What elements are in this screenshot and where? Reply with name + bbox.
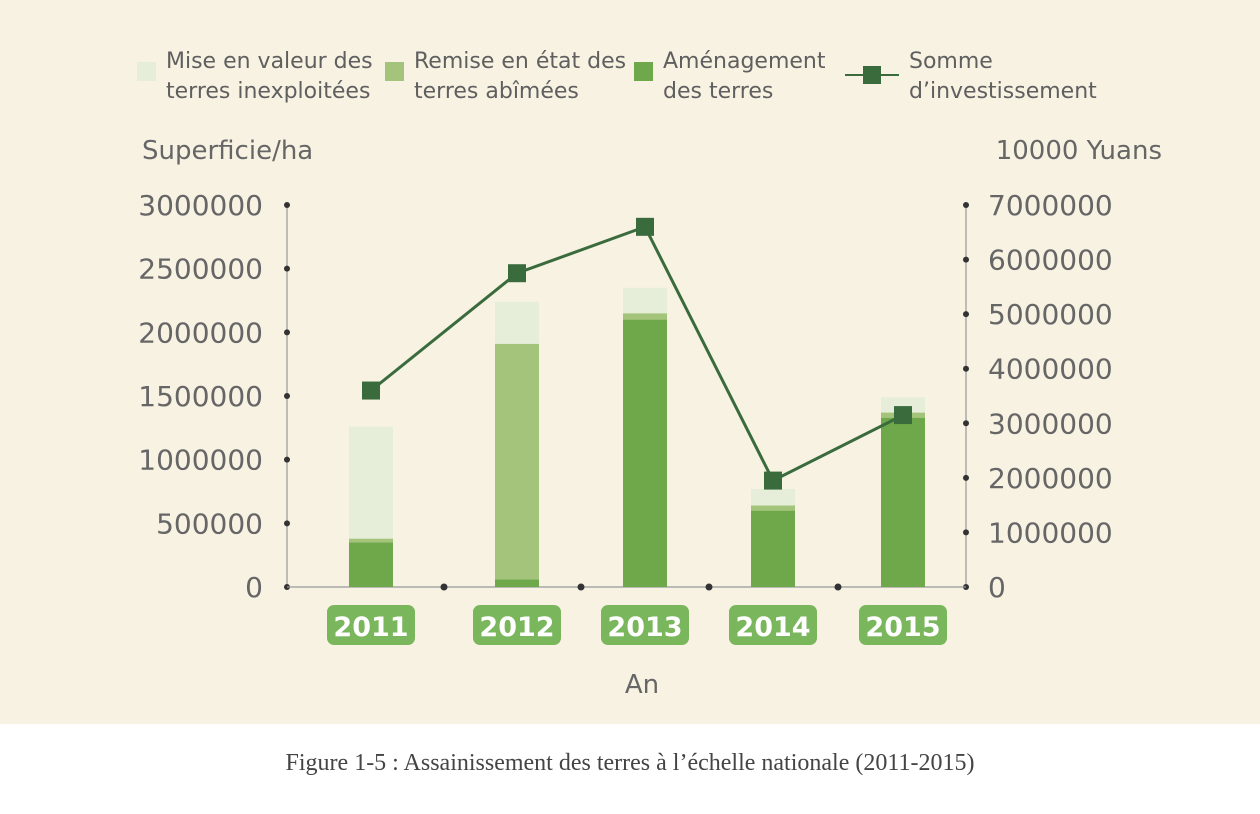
investment-marker-2013 <box>636 217 654 236</box>
year-badge <box>473 605 561 645</box>
year-label-2014: 2014 <box>735 612 810 643</box>
y-axis-right-tick-dot <box>963 202 969 208</box>
y-axis-left-tick-label: 500000 <box>156 507 263 540</box>
y-axis-right-tick-dot <box>963 311 969 318</box>
y-axis-right-tick-label: 5000000 <box>988 298 1113 331</box>
bar-remise_en_etat-2014 <box>751 505 795 511</box>
y-axis-right-tick-label: 2000000 <box>988 462 1113 495</box>
legend-label: des terres <box>663 79 773 104</box>
y-axis-left-tick-label: 2000000 <box>138 316 263 349</box>
bar-amenagement-2015 <box>881 417 925 587</box>
bar-remise_en_etat-2013 <box>623 313 667 320</box>
bar-remise_en_etat-2011 <box>349 538 393 543</box>
legend-swatch-amenagement <box>634 62 653 81</box>
y-axis-right-tick-dot <box>963 474 969 481</box>
y-axis-left-tick-label: 0 <box>245 571 263 604</box>
legend-label: d’investissement <box>909 79 1097 104</box>
y-axis-left-tick-dot <box>284 393 290 399</box>
bar-amenagement-2014 <box>751 510 795 587</box>
legend-label: terres inexploitées <box>166 79 370 104</box>
bar-mise_en_valeur-2013 <box>623 287 667 314</box>
x-axis-separator-dot <box>440 583 448 591</box>
investment-marker-2014 <box>764 471 782 490</box>
year-label-2013: 2013 <box>607 612 682 643</box>
year-badge <box>859 605 947 645</box>
y-axis-left-tick-dot <box>284 202 290 208</box>
bars <box>349 287 925 587</box>
chart-panel: Mise en valeur des terres inexploitées Rem… <box>0 0 1260 724</box>
legend-label: Mise en valeur des <box>166 49 373 74</box>
y-axis-left-tick-dot <box>284 456 290 463</box>
bar-remise_en_etat-2012 <box>495 343 539 580</box>
legend-swatch-mise_en_valeur <box>137 62 156 81</box>
figure-caption: Figure 1-5 : Assainissement des terres à… <box>285 750 975 776</box>
chart: Mise en valeur des terres inexploitées Rem… <box>137 49 1162 700</box>
legend-label: Remise en état des <box>414 49 626 74</box>
bar-mise_en_valeur-2015 <box>881 397 925 413</box>
y-axis-right-tick-label: 7000000 <box>988 189 1113 222</box>
y-axis-left: 0 500000 1000000 1500000 2000000 2500000 30000… <box>138 189 290 604</box>
legend-marker-swatch <box>863 66 881 84</box>
x-axis-labels: 2011 2012 2013 2014 2015 <box>327 605 947 645</box>
legend-label: Somme <box>909 49 993 74</box>
legend-swatch-remise_en_etat <box>385 62 404 81</box>
y-axis-left-tick-dot <box>284 520 290 527</box>
year-badge <box>601 605 689 645</box>
y-axis-right-tick-label: 3000000 <box>988 407 1113 440</box>
y-axis-left-tick-dot <box>284 265 290 272</box>
x-axis-separator-dot <box>834 583 842 591</box>
investment-line <box>362 217 912 490</box>
y-axis-left-tick-label: 1500000 <box>138 380 263 413</box>
investment-marker-2015 <box>894 406 912 425</box>
y-axis-left-tick-label: 2500000 <box>138 253 263 286</box>
y-axis-right: 0 1000000 2000000 3000000 4000000 5000000 6000… <box>963 189 1113 604</box>
y-axis-right-tick-dot <box>963 365 969 372</box>
y-axis-left-tick-label: 3000000 <box>138 189 263 222</box>
bar-mise_en_valeur-2012 <box>495 301 539 344</box>
legend: Mise en valeur des terres inexploitées Rem… <box>137 49 1097 104</box>
legend-label: terres abîmées <box>414 79 579 104</box>
y-axis-right-tick-label: 6000000 <box>988 244 1113 277</box>
x-axis-separator-dot <box>577 583 585 591</box>
investment-marker-2011 <box>362 381 380 400</box>
bar-amenagement-2011 <box>349 542 393 587</box>
y-axis-right-title: 10000 Yuans <box>996 136 1162 166</box>
year-label-2015: 2015 <box>865 612 940 643</box>
x-axis-separator-dot <box>705 583 713 591</box>
legend-label: Aménagement <box>663 49 826 74</box>
bar-mise_en_valeur-2014 <box>751 488 795 506</box>
y-axis-left-tick-dot <box>284 329 290 336</box>
y-axis-right-tick-label: 0 <box>988 571 1006 604</box>
investment-marker-2012 <box>508 264 526 283</box>
bar-mise_en_valeur-2011 <box>349 426 393 539</box>
year-badge <box>327 605 415 645</box>
y-axis-right-tick-dot <box>963 256 969 263</box>
bar-amenagement-2012 <box>495 579 539 587</box>
y-axis-right-tick-dot <box>963 529 969 536</box>
y-axis-left-tick-label: 1000000 <box>138 444 263 477</box>
x-axis-title: An <box>625 670 659 700</box>
y-axis-left-title: Superficie/ha <box>142 136 313 166</box>
year-badge <box>729 605 817 645</box>
bar-amenagement-2013 <box>623 319 667 587</box>
year-label-2011: 2011 <box>333 612 408 643</box>
y-axis-right-tick-label: 1000000 <box>988 516 1113 549</box>
y-axis-right-tick-dot <box>963 420 969 427</box>
year-label-2012: 2012 <box>479 612 554 643</box>
y-axis-right-tick-label: 4000000 <box>988 353 1113 386</box>
